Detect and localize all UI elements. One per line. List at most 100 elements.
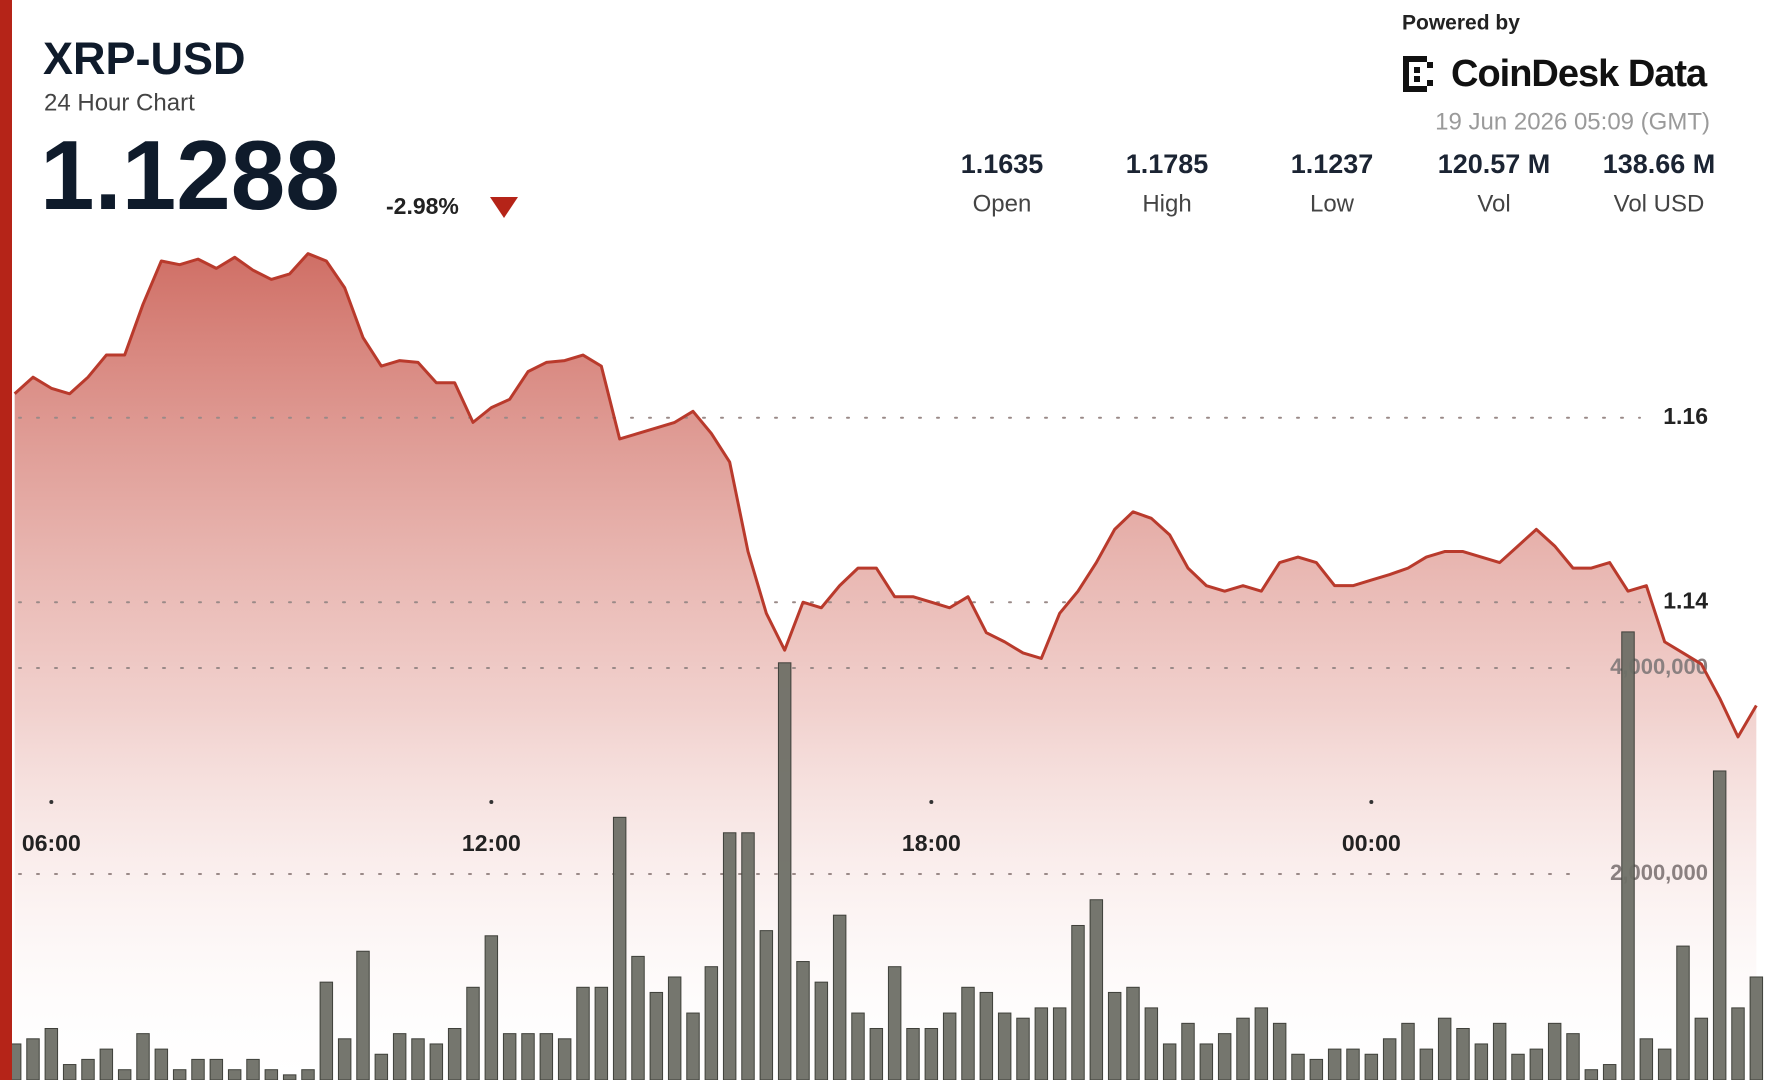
y-tick-label: 1.16 [1663, 403, 1708, 429]
chart-subtitle: 24 Hour Chart [44, 89, 195, 116]
price-change: -2.98% [386, 193, 459, 219]
volume-bar [1676, 945, 1690, 1080]
volume-bar [851, 1012, 865, 1080]
volume-bar [539, 1033, 554, 1080]
volume-bar [1236, 1017, 1250, 1080]
volume-bar [1749, 976, 1764, 1080]
volume-bar [667, 976, 682, 1080]
volume-bar [741, 832, 755, 1080]
area-fill [14, 253, 1757, 1080]
accent-bar [0, 0, 12, 1080]
x-tick-label: 12:00 [462, 830, 521, 856]
volume-bar [1181, 1022, 1195, 1080]
volume-bar [1547, 1022, 1562, 1080]
volume-bar [814, 981, 829, 1080]
volume-bar [1731, 1007, 1745, 1080]
stat-label: Vol [1477, 190, 1510, 217]
stat-value: 138.66 M [1603, 149, 1716, 179]
volume-bar [1346, 1048, 1360, 1080]
volume-bar [1419, 1048, 1434, 1080]
volume-bar [282, 1074, 297, 1080]
x-tick-mark [49, 800, 54, 804]
stat-value: 1.1785 [1126, 149, 1209, 179]
volume-bar [631, 955, 645, 1080]
volume-bar [227, 1069, 242, 1080]
volume-bar [594, 986, 609, 1080]
volume-bar [832, 914, 847, 1080]
volume-bar [1089, 899, 1104, 1080]
volume-bar [1529, 1048, 1544, 1080]
volume-bar [1327, 1048, 1342, 1080]
volume-bar [337, 1038, 352, 1080]
price-line [13, 252, 1758, 739]
volume-bar [942, 1012, 957, 1080]
x-tick-mark [929, 800, 934, 804]
volume-bar [172, 1069, 187, 1080]
x-tick-label: 18:00 [902, 830, 961, 856]
x-tick-label: 06:00 [22, 830, 81, 856]
volume-bar [26, 1038, 40, 1080]
volume-bar [1364, 1053, 1379, 1080]
volume-bar [502, 1033, 517, 1080]
stats: 1.1635 Open 1.1785 High 1.1237 Low 120.57 M Vol… [961, 149, 1716, 217]
brand: CoinDesk Data [1451, 53, 1708, 95]
volume-bar [154, 1048, 169, 1080]
volume-bar [1217, 1033, 1232, 1080]
volume-bar [447, 1027, 462, 1080]
volume-bar [759, 930, 774, 1080]
volume-bar [1107, 991, 1122, 1080]
volume-bar [997, 1012, 1012, 1080]
volume-bar [686, 1012, 700, 1080]
volume-bar [1382, 1038, 1397, 1080]
volume-bar [44, 1027, 59, 1080]
stat-value: 1.1635 [961, 149, 1044, 179]
volume-bar [869, 1027, 884, 1080]
volume-bar [576, 986, 590, 1080]
volume-bar [1254, 1007, 1269, 1080]
volume-bar [466, 986, 480, 1080]
volume-bar [209, 1058, 224, 1080]
volume-bar [1199, 1043, 1214, 1080]
stat-label: High [1142, 190, 1191, 217]
volume-bar [521, 1033, 535, 1080]
volume-bar [1511, 1053, 1525, 1080]
volume-bar [1456, 1027, 1470, 1080]
volume-bar [136, 1033, 150, 1080]
stat-label: Open [973, 190, 1032, 217]
volume-bar [356, 950, 370, 1080]
y-tick-label: 1.14 [1663, 587, 1708, 613]
volume-bar [319, 981, 334, 1080]
volume-bar [1584, 1069, 1599, 1080]
volume-bar [81, 1058, 95, 1080]
volume-bar [62, 1064, 77, 1080]
volume-bar [301, 1069, 315, 1080]
x-tick-mark [1369, 800, 1374, 804]
volume-bar [557, 1038, 572, 1080]
volume-bar [264, 1069, 279, 1080]
powered-by: Powered by [1402, 12, 1520, 35]
volume-bar [906, 1027, 920, 1080]
volume-bar [649, 991, 664, 1080]
volume-bar [1071, 924, 1085, 1080]
volume-bar [117, 1069, 132, 1080]
volume-bar [722, 832, 737, 1080]
volume-bar [1272, 1022, 1287, 1080]
volume-bar [1034, 1007, 1049, 1080]
volume-bar [246, 1058, 260, 1080]
volume-bar [1602, 1064, 1617, 1080]
volume-bar [1144, 1007, 1159, 1080]
volume-bar [1694, 1017, 1709, 1080]
volume-bar [1016, 1017, 1030, 1080]
stat-value: 120.57 M [1438, 149, 1551, 179]
volume-bar [704, 966, 719, 1080]
volume-bar [1162, 1043, 1177, 1080]
volume-bar [777, 662, 792, 1080]
volume-bar [374, 1053, 389, 1080]
volume-bar [979, 991, 994, 1080]
volume-bar [887, 966, 902, 1080]
volume-bar [484, 935, 499, 1080]
brand-icon [1403, 56, 1433, 92]
